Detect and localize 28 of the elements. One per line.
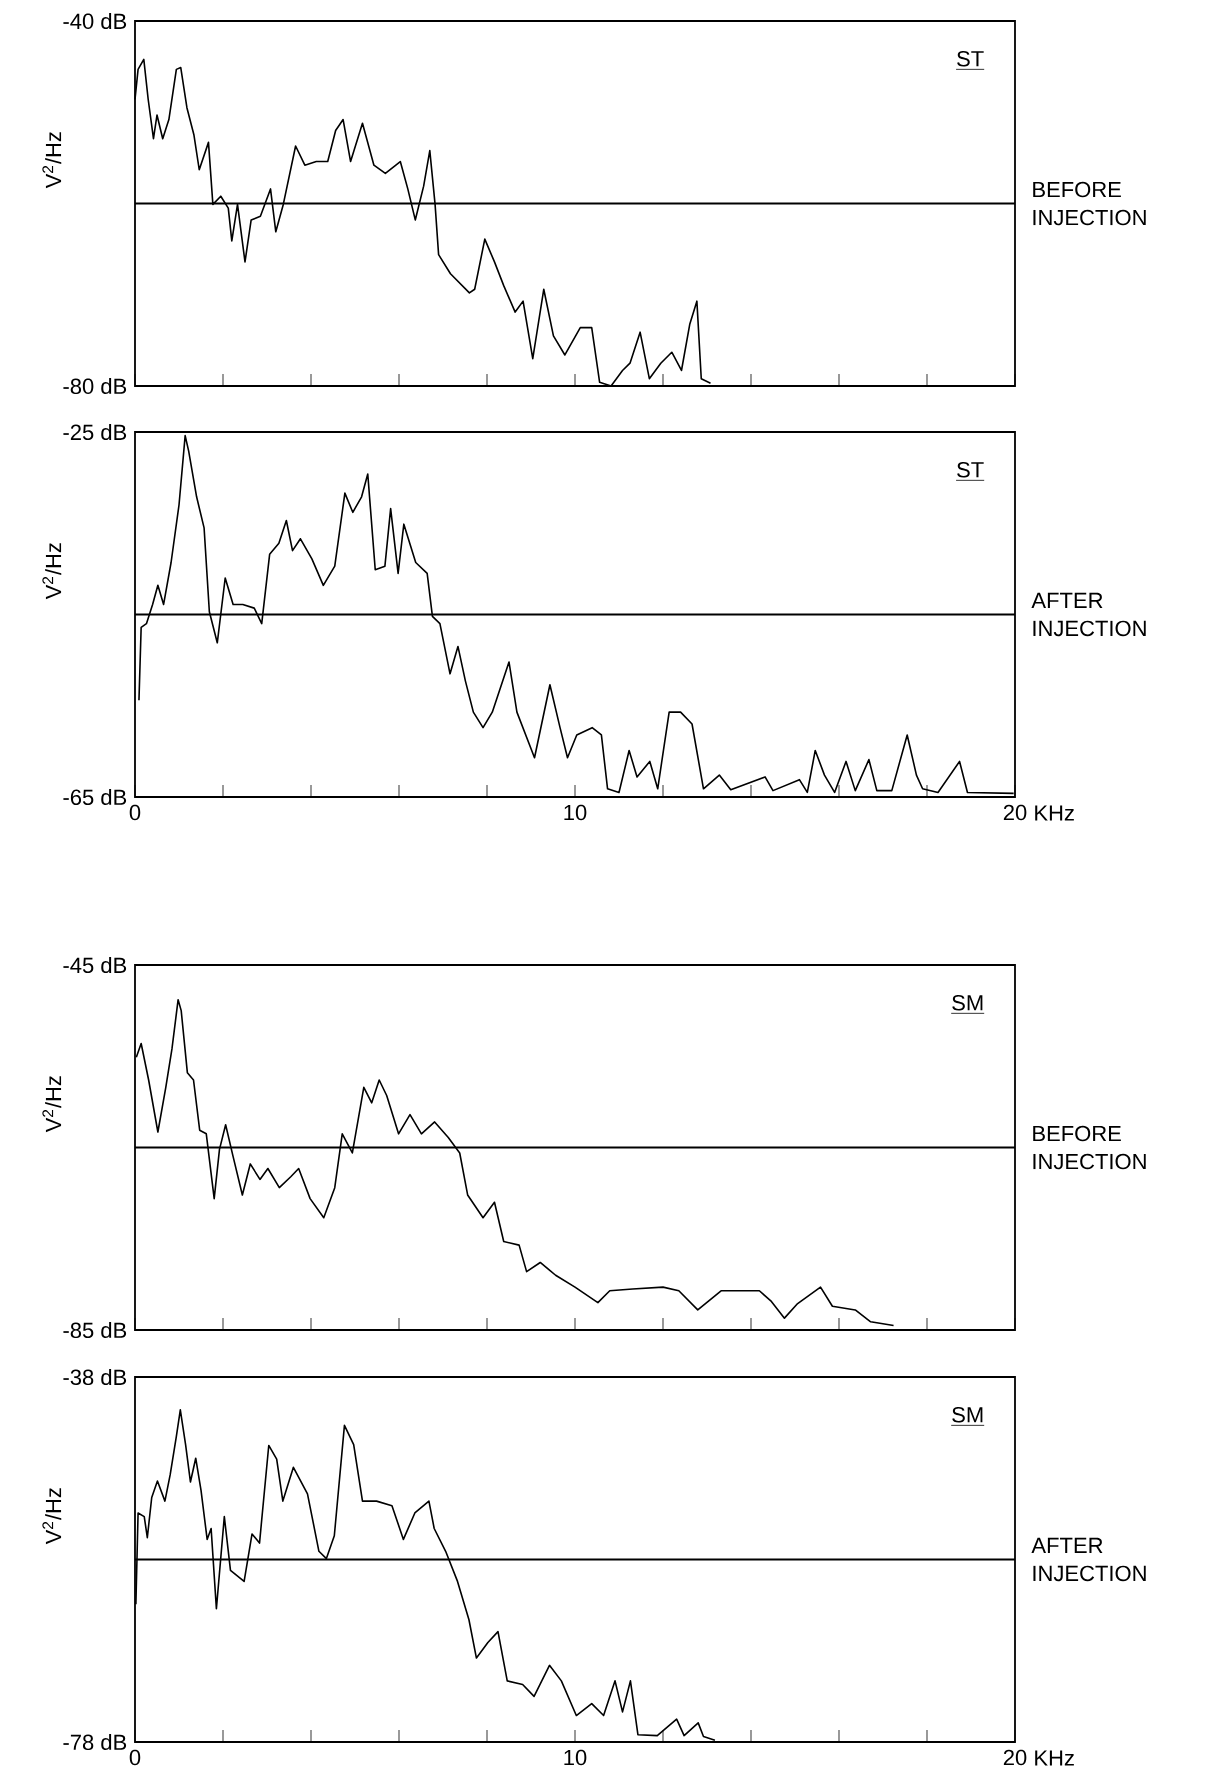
y-axis-title: V$^{2}$/Hz xyxy=(42,1488,62,1545)
y-axis-title: V$^{2}$/Hz xyxy=(42,132,62,189)
x-tick-label: 20 xyxy=(1003,804,1027,821)
x-axis-title: KHz xyxy=(1035,805,1074,821)
y-tick-label: -78 dB xyxy=(63,1733,127,1751)
y-tick-label: -38 dB xyxy=(63,1368,127,1386)
annotation: SM xyxy=(952,994,983,1011)
text: AFTER INJECTION xyxy=(1031,1537,1146,1582)
annotation: SM xyxy=(952,1406,983,1423)
y-axis-title: V$^{2}$/Hz xyxy=(42,543,62,600)
y-tick-label: -40 dB xyxy=(63,12,127,30)
y-axis-title: V$^{2}$/Hz xyxy=(42,1076,62,1133)
y-tick-label: -80 dB xyxy=(63,377,127,395)
x-tick-label: 10 xyxy=(564,1749,587,1766)
text: BEFORE INJECTION xyxy=(1033,181,1146,226)
x-tick-label: 0 xyxy=(129,804,141,821)
annotation: ST xyxy=(957,461,984,478)
text: AFTER INJECTION xyxy=(1031,592,1146,637)
x-tick-label: 0 xyxy=(129,1749,141,1766)
y-tick-label: -65 dB xyxy=(63,788,127,806)
text: BEFORE INJECTION xyxy=(1033,1125,1146,1170)
y-tick-label: -45 dB xyxy=(63,956,127,974)
y-tick-label: -25 dB xyxy=(63,423,127,441)
x-tick-label: 20 xyxy=(1003,1749,1027,1766)
x-axis-title: KHz xyxy=(1035,1750,1074,1766)
y-tick-label: -85 dB xyxy=(63,1321,127,1339)
annotation: ST xyxy=(957,50,984,67)
x-tick-label: 10 xyxy=(564,804,587,821)
